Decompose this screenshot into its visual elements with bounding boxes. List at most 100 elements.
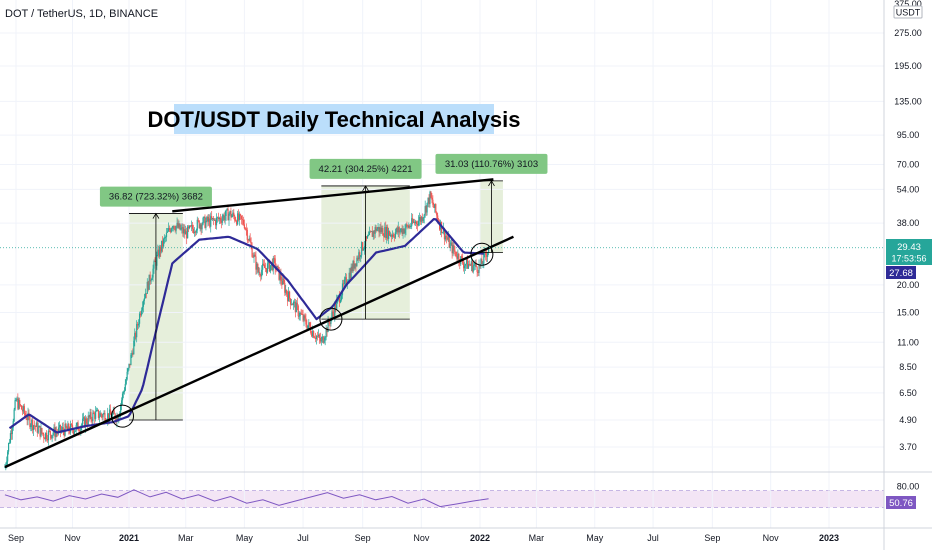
measurements[interactable]: 36.82 (723.32%) 3682 42.21 (304.25%) 4221…	[99, 153, 548, 421]
measure-label-box[interactable]	[309, 158, 422, 179]
candle-body	[69, 430, 71, 433]
candle-body	[456, 256, 458, 259]
candle-body	[146, 281, 148, 294]
bar-countdown: 17:53:56	[891, 254, 926, 264]
measure-label-box[interactable]	[435, 153, 548, 174]
candle-body	[104, 413, 106, 422]
candle-body	[433, 204, 435, 208]
candle-body	[311, 332, 313, 337]
candle-body	[340, 295, 343, 301]
candle-body	[468, 264, 471, 265]
rsi-band-fill	[0, 490, 884, 508]
trendline-upper[interactable]	[172, 178, 494, 213]
time-tick-label: Jul	[647, 533, 659, 543]
candle-body	[436, 212, 438, 216]
candle-body	[312, 331, 314, 337]
candle-body	[393, 236, 396, 238]
candle-body	[194, 231, 196, 233]
highlight-circle[interactable]	[111, 404, 135, 428]
candle-body	[63, 430, 65, 436]
time-tick-label: Mar	[529, 533, 545, 543]
time-axis[interactable]: Sep Nov 2021 Mar May Jul Sep Nov 2022 Mar May Jul Se…	[8, 533, 839, 543]
candle-body	[253, 254, 255, 258]
candle-body	[324, 337, 326, 341]
candle-body	[7, 443, 10, 452]
candle-body	[157, 249, 159, 255]
candle-body	[127, 368, 129, 372]
candle-body	[172, 225, 174, 228]
candle-body	[401, 228, 403, 234]
trendline-lower[interactable]	[4, 235, 514, 469]
candle-body	[61, 427, 63, 430]
highlight-circle[interactable]	[470, 242, 494, 266]
candle-body	[88, 415, 90, 418]
candle-body	[388, 230, 390, 239]
candle-body	[378, 226, 380, 233]
currency-button[interactable]	[893, 5, 923, 19]
time-tick-label: May	[586, 533, 604, 543]
candle-body	[355, 263, 357, 266]
highlight-circle[interactable]	[319, 307, 343, 331]
candle-body	[444, 235, 446, 240]
candle-body	[91, 419, 93, 422]
candle-body	[262, 263, 264, 270]
candle-body	[399, 230, 401, 233]
candle-body	[432, 199, 434, 205]
candle-body	[73, 431, 75, 434]
candle-body	[167, 228, 170, 232]
candle-body	[86, 423, 88, 425]
candle-body	[287, 294, 289, 302]
candle-body	[10, 433, 12, 435]
candle-body	[195, 230, 197, 233]
rsi-value-badge: 50.76	[886, 496, 916, 509]
candle-body	[68, 423, 70, 431]
candle-body	[459, 261, 461, 265]
candle-body	[134, 332, 136, 341]
candle-body	[237, 213, 239, 225]
measure-label-box[interactable]	[99, 186, 212, 207]
candle-body	[169, 229, 171, 232]
measure-label: 36.82 (723.32%) 3682	[109, 192, 203, 203]
candle-body	[367, 235, 370, 236]
trendlines[interactable]	[4, 178, 514, 469]
symbol-info[interactable]: DOT / TetherUS, 1D, BINANCE	[5, 8, 158, 20]
candle-body	[239, 214, 242, 216]
candle-body	[269, 265, 271, 272]
candle-body	[322, 336, 324, 343]
highlight-circles[interactable]	[111, 242, 494, 428]
candle-body	[487, 252, 489, 257]
candle-body	[400, 228, 402, 231]
candle-body	[138, 313, 141, 324]
candle-body	[316, 336, 319, 337]
candle-body	[408, 225, 410, 228]
candle-body	[241, 219, 244, 221]
candle-body	[263, 264, 266, 269]
candle-body	[317, 334, 320, 337]
candle-body	[449, 243, 451, 248]
candle-body	[339, 295, 341, 303]
candle-body	[481, 259, 483, 264]
candle-body	[387, 226, 389, 239]
candle-body	[108, 409, 111, 420]
candle-body	[200, 224, 202, 230]
time-tick-label: 2021	[119, 533, 139, 543]
time-tick-label: May	[236, 533, 254, 543]
ma-value: 27.68	[889, 268, 913, 279]
candle-body	[464, 265, 466, 269]
candle-body	[192, 228, 195, 233]
candle-body	[140, 310, 143, 316]
candle-body	[144, 293, 146, 299]
candle-body	[230, 211, 232, 218]
candle-body	[416, 223, 419, 226]
candle-body	[344, 277, 346, 280]
candle-body	[249, 238, 251, 243]
candle-body	[188, 226, 190, 229]
candle-body	[260, 275, 262, 277]
candle-body	[434, 204, 436, 208]
candle-body	[463, 263, 465, 269]
price-axis[interactable]: 275.00 195.00 135.00 95.00 70.00 54.00 38.00 20…	[894, 28, 922, 491]
time-tick-label: 2022	[470, 533, 490, 543]
candle-body	[6, 461, 8, 465]
title-box[interactable]	[174, 104, 494, 134]
